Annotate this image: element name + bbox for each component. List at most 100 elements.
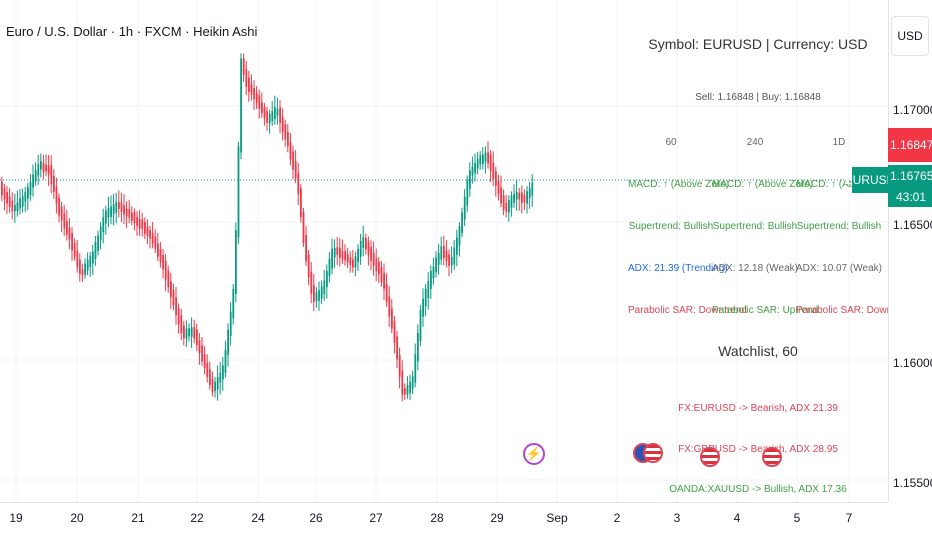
watchlist-item: FX:EURUSD -> Bearish, ADX 21.39	[678, 403, 838, 414]
candle-body	[196, 329, 198, 346]
candle-body	[419, 310, 422, 342]
candle-body	[3, 188, 6, 200]
candle-body	[76, 250, 79, 268]
candle-body	[513, 193, 515, 203]
supertrend-1d: Supertrend: Bullish	[796, 221, 882, 232]
watchlist-item: OANDA:XAUUSD -> Bullish, ADX 17.36	[669, 484, 847, 495]
candle-body	[380, 267, 383, 283]
time-axis[interactable]	[0, 502, 888, 551]
candle-body	[154, 236, 157, 249]
candle-body	[396, 336, 398, 360]
candle-body	[471, 166, 474, 176]
candle-body	[27, 187, 29, 199]
candle-body	[466, 180, 469, 206]
candle-body	[424, 288, 427, 307]
candle-body	[66, 221, 68, 235]
candle-body	[84, 263, 86, 275]
candle-body	[435, 257, 437, 273]
candle-body	[203, 354, 206, 368]
candle-body	[362, 236, 365, 248]
candle-body	[391, 308, 393, 329]
candle-body	[255, 93, 258, 104]
timeframe-240: 240	[746, 137, 764, 148]
currency-button[interactable]: USD	[891, 16, 929, 56]
candle-body	[411, 376, 414, 389]
candle-body	[175, 297, 177, 316]
time-tick: 19	[9, 511, 23, 525]
candle-body	[487, 152, 489, 164]
price-axis[interactable]	[888, 0, 932, 502]
candle-body	[521, 192, 523, 203]
time-tick: 21	[131, 511, 145, 525]
candle-body	[263, 106, 266, 119]
candle-body	[518, 192, 521, 200]
chart-area[interactable]: Euro / U.S. Dollar · 1h · FXCM · Heikin …	[0, 0, 888, 502]
candle-body	[409, 381, 411, 393]
candle-body	[185, 328, 188, 339]
candle-body	[318, 290, 320, 301]
candle-body	[115, 201, 118, 213]
candle-body	[297, 172, 300, 195]
candle-body	[341, 251, 344, 260]
candle-body	[214, 381, 216, 392]
candle-body	[68, 227, 71, 240]
candle-body	[216, 377, 219, 390]
candle-body	[50, 165, 53, 185]
timeframe-1d: 1D	[832, 137, 846, 148]
candlestick-chart[interactable]	[0, 0, 888, 502]
candle-body	[162, 254, 164, 270]
time-tick: 7	[845, 511, 853, 525]
candle-body	[515, 191, 518, 200]
candle-body	[37, 164, 40, 176]
us-flag-icon[interactable]	[700, 447, 720, 467]
supertrend-240: Supertrend: Bullish	[712, 221, 798, 232]
candle-body	[502, 195, 505, 211]
macd-60: MACD: ↑ (Above Zero)	[628, 179, 730, 190]
candle-body	[333, 247, 336, 258]
candle-body	[144, 222, 146, 234]
us-flag-icon[interactable]	[643, 443, 663, 463]
candle-body	[170, 281, 172, 298]
candle-body	[232, 288, 235, 319]
candle-body	[42, 162, 45, 172]
candle-body	[55, 187, 58, 204]
candle-body	[209, 369, 211, 385]
candle-body	[240, 58, 242, 153]
candle-body	[383, 272, 385, 289]
price-tick: 1.17000	[893, 103, 932, 117]
candle-body	[492, 162, 495, 180]
candle-body	[167, 270, 170, 288]
candle-body	[261, 102, 263, 114]
candle-body	[294, 160, 297, 179]
indicator-info-panel: Symbol: EURUSD | Currency: USD Sell: 1.1…	[628, 0, 915, 502]
candle-body	[159, 248, 162, 262]
candle-body	[437, 253, 440, 265]
time-tick: 26	[309, 511, 323, 525]
sar-60: Parabolic SAR: Downtrend	[628, 305, 747, 316]
time-tick: 3	[673, 511, 681, 525]
time-tick: 5	[793, 511, 801, 525]
candle-body	[505, 202, 508, 212]
candle-body	[253, 88, 255, 100]
candle-body	[281, 117, 284, 132]
candle-body	[489, 154, 492, 171]
price-tick: 1.15500	[893, 476, 932, 490]
candle-body	[172, 290, 175, 306]
candle-body	[292, 151, 294, 170]
time-tick: 29	[490, 511, 504, 525]
candle-body	[287, 132, 289, 147]
us-flag-icon[interactable]	[762, 447, 782, 467]
candle-body	[177, 308, 180, 325]
candle-body	[86, 259, 89, 271]
lightning-icon[interactable]: ⚡	[523, 443, 545, 465]
candle-body	[136, 217, 138, 226]
candle-body	[110, 206, 112, 217]
candle-body	[328, 258, 331, 277]
candle-body	[422, 298, 424, 317]
candle-body	[427, 281, 430, 298]
candle-body	[305, 235, 307, 262]
candle-body	[63, 213, 66, 229]
time-tick: 2	[613, 511, 621, 525]
candle-body	[320, 286, 323, 299]
candle-body	[47, 165, 50, 175]
